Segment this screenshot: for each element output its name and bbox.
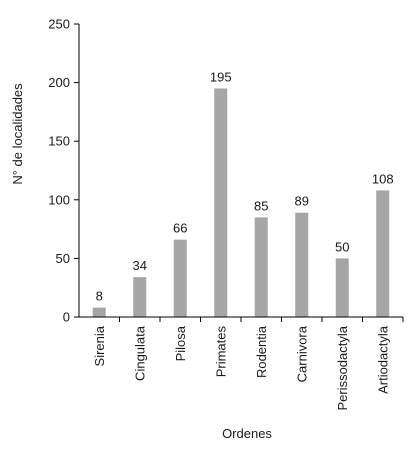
x-tick-label: Sirenia <box>92 325 107 366</box>
bar-sirenia <box>92 307 106 317</box>
data-label: 85 <box>254 198 268 213</box>
data-label: 8 <box>96 289 103 304</box>
data-label: 66 <box>173 221 187 236</box>
x-tick-label: Cingulata <box>132 325 147 381</box>
x-tick-label: Carnivora <box>294 325 309 382</box>
bar-artiodactyla <box>376 190 390 317</box>
bar-pilosa <box>173 239 187 317</box>
x-tick-label: Perissodactyla <box>335 325 350 410</box>
x-tick-label: Pilosa <box>173 325 188 361</box>
x-tick-label: Artiodactyla <box>375 325 390 394</box>
bar-cingulata <box>133 277 147 317</box>
y-tick-label: 150 <box>48 134 70 149</box>
data-label: 89 <box>295 194 309 209</box>
data-label: 34 <box>133 258 147 273</box>
bar-primates <box>214 88 228 318</box>
y-tick-label: 50 <box>56 251 70 266</box>
y-axis-label: N° de localidades <box>10 83 25 185</box>
x-tick-label: Primates <box>213 326 228 378</box>
y-tick-label: 100 <box>48 192 70 207</box>
y-tick-label: 0 <box>63 310 70 325</box>
x-tick-label: Rodentia <box>254 325 269 378</box>
bar-rodentia <box>254 217 268 317</box>
y-axis-ticks: 0 50 100 150 200 250 <box>48 17 79 325</box>
bar-carnivora <box>295 212 309 317</box>
y-tick-label: 200 <box>48 75 70 90</box>
data-label: 50 <box>335 239 349 254</box>
data-labels-group: 8 34 66 195 85 89 50 108 <box>96 69 394 303</box>
bar-perissodactyla <box>335 258 349 317</box>
y-tick-label: 250 <box>48 17 70 32</box>
x-axis-label: Ordenes <box>222 426 272 441</box>
x-axis-ticks: Sirenia Cingulata Pilosa Primates Rodentia Ca… <box>92 317 404 411</box>
bars-group <box>92 88 390 318</box>
data-label: 108 <box>372 171 394 186</box>
data-label: 195 <box>210 69 232 84</box>
